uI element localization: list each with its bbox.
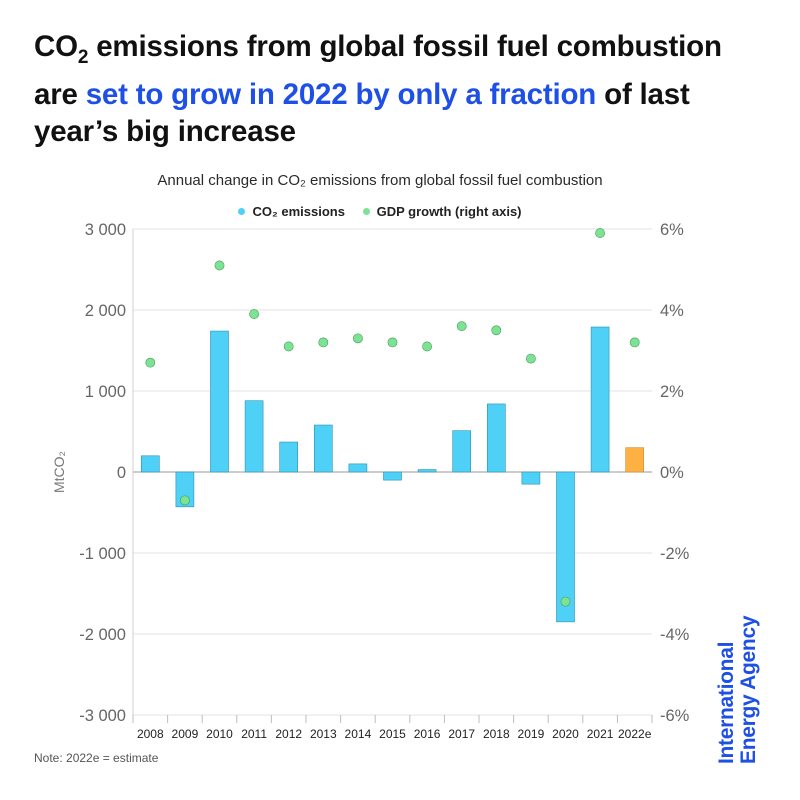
x-tick-label: 2013 (310, 727, 337, 741)
gdp-point (422, 341, 432, 352)
bar (279, 441, 299, 473)
bar (348, 463, 368, 473)
headline-highlight: set to grow in 2022 by only a fraction (85, 77, 597, 111)
legend-swatch-co2 (238, 208, 246, 215)
y2-tick-label: 2% (660, 383, 684, 401)
footnote: Note: 2022e = estimate (34, 751, 159, 765)
headline-subscript: 2 (77, 46, 89, 68)
gdp-point (560, 596, 571, 607)
logo-line2: Energy Agency (737, 615, 760, 764)
y-tick-label: 2 000 (85, 302, 126, 320)
gdp-point (318, 337, 329, 348)
x-tick-label: 2017 (448, 727, 475, 741)
y2-tick-label: 6% (660, 221, 684, 239)
legend-item-gdp: GDP growth (right axis) (362, 204, 522, 219)
legend-label-co2: CO₂ emissions (252, 204, 345, 219)
gdp-point (526, 353, 536, 364)
gdp-point (352, 333, 363, 344)
x-tick-label: 2022e (618, 727, 652, 741)
headline-part2: emissions from global fossil fuel combus… (34, 30, 722, 111)
y2-tick-label: 0% (660, 464, 684, 482)
x-tick-label: 2011 (241, 727, 267, 741)
gdp-point (145, 357, 156, 368)
x-tick-label: 2016 (414, 727, 441, 741)
legend-item-co2: CO₂ emissions (238, 204, 345, 219)
headline-part1: CO (34, 30, 78, 63)
y-axis-label: MtCO₂ (51, 451, 67, 493)
legend-label-gdp: GDP growth (right axis) (376, 204, 522, 219)
headline: CO2 emissions from global fossil fuel co… (34, 28, 764, 150)
bar (175, 471, 195, 508)
bar (452, 430, 472, 473)
bar (383, 471, 402, 481)
gdp-point (595, 228, 605, 238)
x-tick-label: 2020 (552, 727, 579, 741)
y2-tick-label: -4% (660, 626, 690, 644)
gdp-point (387, 337, 398, 348)
y-tick-label: 0 (117, 464, 126, 482)
bar (486, 403, 506, 473)
y-tick-label: 3 000 (85, 221, 126, 239)
y-tick-label: 1 000 (85, 383, 126, 401)
bar (313, 424, 333, 473)
x-tick-label: 2018 (483, 727, 510, 741)
x-tick-label: 2012 (275, 727, 302, 741)
x-tick-label: 2019 (518, 727, 545, 741)
gdp-point (491, 325, 502, 336)
bar (210, 330, 229, 473)
logo-line1: International (715, 641, 738, 764)
y2-tick-label: -2% (660, 545, 690, 563)
gdp-point (629, 337, 640, 348)
bar (141, 455, 160, 473)
bar (521, 471, 541, 485)
gdp-point (179, 495, 190, 506)
gdp-point (283, 341, 294, 352)
iea-logo: International Energy Agency (715, 615, 760, 764)
x-tick-label: 2014 (345, 727, 372, 741)
gdp-point (456, 321, 467, 332)
gdp-point (249, 309, 259, 319)
gdp-point (214, 260, 225, 271)
y2-tick-label: 4% (660, 302, 684, 320)
y-tick-label: -2 000 (79, 626, 126, 644)
x-tick-label: 2009 (172, 727, 199, 741)
y-tick-label: -3 000 (79, 707, 126, 725)
chart-legend: CO₂ emissions GDP growth (right axis) (0, 204, 760, 219)
bar (590, 326, 610, 473)
y-tick-label: -1 000 (79, 545, 126, 563)
x-tick-label: 2015 (379, 727, 406, 741)
x-tick-label: 2021 (587, 727, 614, 741)
bar (417, 469, 437, 473)
x-tick-label: 2008 (137, 727, 164, 741)
bar (244, 400, 264, 473)
legend-swatch-gdp (362, 208, 370, 215)
bar (625, 447, 645, 473)
bar (556, 471, 575, 623)
headline-part3: of last year’s big increase (34, 77, 690, 148)
x-tick-label: 2010 (206, 727, 233, 741)
chart-title: Annual change in CO₂ emissions from glob… (157, 172, 603, 189)
y2-tick-label: -6% (660, 707, 690, 725)
